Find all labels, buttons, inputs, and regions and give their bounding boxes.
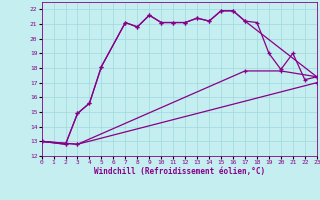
X-axis label: Windchill (Refroidissement éolien,°C): Windchill (Refroidissement éolien,°C) [94,167,265,176]
